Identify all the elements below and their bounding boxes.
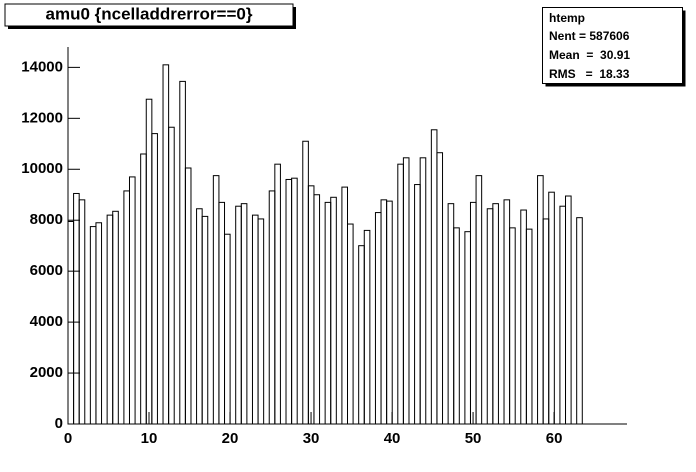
stats-name: htemp <box>549 11 585 25</box>
y-tick-label: 2000 <box>30 364 63 381</box>
x-tick-label: 60 <box>546 430 563 447</box>
x-tick-label: 10 <box>141 430 158 447</box>
title-box <box>4 3 294 27</box>
x-tick-label: 0 <box>64 430 72 447</box>
stats-box <box>542 7 683 84</box>
stats-line: Mean = 30.91 <box>549 48 630 62</box>
y-tick-label: 4000 <box>30 313 63 330</box>
x-tick-label: 20 <box>222 430 239 447</box>
y-tick-label: 6000 <box>30 262 63 279</box>
y-tick-label: 12000 <box>21 109 63 126</box>
y-tick-label: 0 <box>55 415 63 432</box>
stats-line: RMS = 18.33 <box>549 67 630 81</box>
y-tick-label: 10000 <box>21 160 63 177</box>
stats-line: Nent = 587606 <box>549 29 630 43</box>
y-tick-label: 14000 <box>21 58 63 75</box>
x-tick-label: 50 <box>465 430 482 447</box>
y-tick-label: 8000 <box>30 211 63 228</box>
x-tick-label: 30 <box>303 430 320 447</box>
chart-title: amu0 {ncelladdrerror==0} <box>46 4 253 23</box>
x-tick-label: 40 <box>384 430 401 447</box>
